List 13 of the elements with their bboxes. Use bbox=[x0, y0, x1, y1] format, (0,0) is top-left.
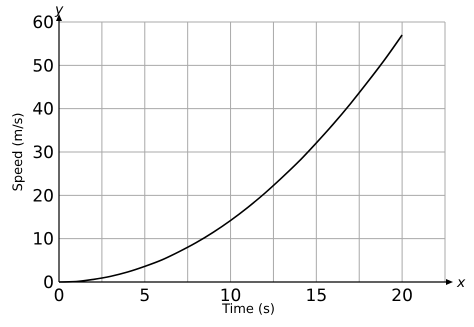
y-tick-label: 30 bbox=[32, 143, 54, 163]
y-tick-label: 40 bbox=[32, 100, 54, 120]
y-tick-label: 10 bbox=[32, 230, 54, 250]
x-tick-label: 15 bbox=[306, 286, 328, 306]
text: x bbox=[456, 275, 466, 291]
x-tick-label: 5 bbox=[139, 286, 150, 306]
y-tick-label: 0 bbox=[43, 273, 54, 293]
x-tick-label: 20 bbox=[391, 286, 413, 306]
y-tick-label: 50 bbox=[32, 56, 54, 76]
y-tick-label: 60 bbox=[32, 13, 54, 33]
text: y bbox=[54, 2, 64, 18]
y-axis-title: Speed (m/s) bbox=[11, 112, 26, 192]
y-tick-label: 20 bbox=[32, 186, 54, 206]
